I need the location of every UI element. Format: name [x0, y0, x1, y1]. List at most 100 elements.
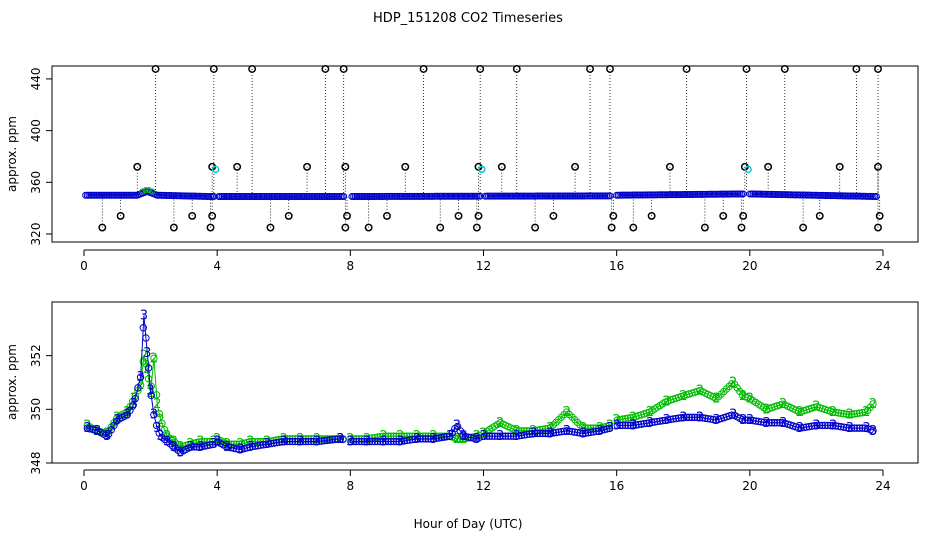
series-3-point [576, 429, 584, 437]
series-2-label: 2 [143, 362, 151, 377]
series-3-point [352, 437, 361, 446]
series-3-point [302, 437, 310, 446]
series-3-point [765, 419, 773, 427]
series-3-point [837, 423, 845, 431]
x-tick-label: 4 [213, 479, 221, 493]
series-3-label: 3 [176, 445, 184, 460]
series-3-point [192, 443, 201, 451]
baseline-point [872, 193, 880, 201]
flagged-point [571, 162, 580, 171]
series-3-point [195, 443, 203, 451]
series-2-label: 2 [210, 435, 218, 450]
cyan-point [211, 165, 220, 174]
series-2-label: 2 [679, 389, 687, 404]
series-3-point [752, 417, 760, 425]
series-3-point [642, 419, 651, 427]
flagged-point [629, 223, 638, 232]
flagged-point [436, 223, 445, 232]
series-3-point [328, 436, 337, 444]
series-3-point [507, 432, 515, 440]
series-3-point [331, 435, 339, 444]
series-3-label: 3 [213, 435, 221, 450]
cyan-point [478, 165, 486, 174]
flagged-point [133, 162, 142, 171]
baseline-point [340, 193, 348, 201]
series-3-label: 3 [579, 426, 587, 441]
series-3-label: 3 [146, 384, 154, 399]
series-3-point [355, 437, 363, 446]
series-3-label: 3 [629, 418, 637, 433]
series-2-label: 2 [613, 413, 621, 428]
series-2-point [848, 410, 856, 419]
series-2-point [810, 403, 819, 411]
series-2-label: 2 [596, 421, 604, 436]
series-2-label: 2 [170, 435, 178, 450]
flagged-point [343, 211, 351, 220]
series-3-point [648, 418, 656, 427]
series-3-label: 3 [846, 421, 854, 436]
series-3-point [528, 429, 536, 438]
series-3-label: 3 [646, 416, 654, 431]
x-tick-label: 16 [609, 479, 624, 493]
series-2-label: 2 [829, 405, 837, 420]
series-3-label: 3 [210, 437, 218, 452]
series-3-point [357, 437, 366, 446]
series-2-label: 2 [862, 405, 870, 420]
series-2-point [829, 408, 837, 416]
series-2-label: 2 [513, 424, 521, 439]
series-3-point [150, 411, 158, 419]
series-3-label: 3 [739, 413, 747, 428]
spike-point [145, 187, 152, 194]
flagged-point [169, 223, 178, 232]
series-2-label: 2 [156, 413, 164, 428]
flagged-point [116, 211, 125, 220]
y-tick-label: 360 [29, 171, 43, 194]
series-3-label: 3 [153, 421, 161, 436]
y-tick-label: 352 [29, 344, 43, 367]
series-2-point [453, 435, 462, 443]
x-tick-label: 8 [347, 479, 355, 493]
series-3-point [392, 437, 400, 446]
series-3-label: 3 [336, 432, 344, 447]
series-3-point [256, 441, 265, 449]
y-tick-label: 440 [29, 67, 43, 90]
series-3-label: 3 [83, 421, 91, 436]
series-3-label: 3 [196, 440, 204, 455]
flagged-point [472, 223, 481, 232]
series-3-point [280, 437, 289, 446]
series-2-label: 2 [130, 392, 138, 407]
series-2-label: 2 [629, 410, 637, 425]
series-3-point [517, 431, 526, 440]
series-3-point [421, 435, 430, 443]
series-3-point [634, 420, 643, 429]
series-3-point [664, 416, 672, 424]
series-3-point [762, 419, 771, 427]
series-2-point [155, 409, 163, 418]
series-3-point [738, 416, 747, 424]
series-3-point [320, 436, 329, 445]
series-3-point [842, 423, 851, 432]
series-3-point [475, 434, 483, 442]
series-3-point [805, 422, 813, 431]
series-3-point [810, 422, 819, 430]
series-3-label: 3 [596, 424, 604, 439]
flagged-point [339, 65, 348, 73]
series-3-point [605, 424, 614, 432]
series-3-point [379, 437, 387, 446]
series-3-label: 3 [529, 426, 537, 441]
series-3-point [709, 415, 717, 424]
series-2-label: 2 [379, 429, 387, 444]
series-3-point [539, 429, 547, 438]
series-3-point [363, 437, 371, 446]
series-3-point [656, 417, 664, 425]
series-3-point [568, 427, 576, 436]
series-3-point [618, 421, 627, 430]
series-3-point [589, 428, 598, 436]
series-3-point [461, 432, 470, 441]
series-3-point [858, 424, 867, 432]
series-3-point [813, 421, 821, 430]
series-3-point [248, 442, 257, 451]
x-tick-label: 24 [875, 479, 890, 493]
top-plot-box [51, 65, 919, 243]
